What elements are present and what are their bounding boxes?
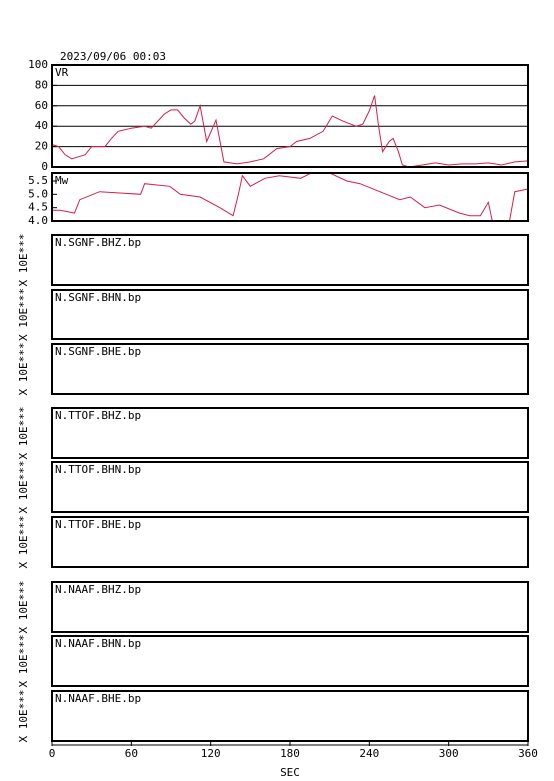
y-tick-label: 4.0 [28,214,48,227]
x-axis-label: SEC [280,766,300,779]
panel-frame [51,289,529,340]
y-tick-label: 100 [28,58,48,71]
x-tick-label: 240 [359,747,379,760]
y-axis-label: X 10E*** [17,461,30,514]
panel-frame [51,172,529,222]
y-tick-label: 80 [35,78,48,91]
y-axis-label: X 10E*** [17,581,30,634]
y-axis-label: X 10E*** [17,407,30,460]
data-line [52,172,529,222]
panel-title: Mw [55,174,69,187]
panel-frame [51,343,529,395]
panel-title: N.NAAF.BHZ.bp [55,583,141,596]
x-tick-label: 0 [49,747,56,760]
y-axis-label: X 10E*** [17,516,30,569]
y-axis-label: X 10E*** [17,234,30,287]
y-tick-label: 5.5 [28,174,48,187]
panel-title: N.SGNF.BHN.bp [55,291,141,304]
panel-title: N.SGNF.BHE.bp [55,345,141,358]
panel-title: N.NAAF.BHN.bp [55,637,141,650]
panel-frame [51,516,529,568]
panel-title: N.TTOF.BHE.bp [55,518,141,531]
panel-title: N.SGNF.BHZ.bp [55,236,141,249]
y-tick-label: 60 [35,99,48,112]
panel-title: N.TTOF.BHZ.bp [55,409,141,422]
y-axis-label: X 10E*** [17,635,30,688]
x-tick-label: 300 [439,747,459,760]
panel-title: VR [55,66,69,79]
x-tick-label: 120 [201,747,221,760]
panel-frame [51,407,529,459]
y-tick-label: 0 [41,160,48,173]
y-tick-label: 5.0 [28,187,48,200]
y-tick-label: 40 [35,119,48,132]
date-label: 2023/09/06 00:03 [60,50,166,63]
panel-frame [51,234,529,286]
panel-title: N.TTOF.BHN.bp [55,463,141,476]
x-tick-label: 180 [280,747,300,760]
panel-frame [51,461,529,513]
y-tick-label: 4.5 [28,201,48,214]
x-tick-label: 60 [125,747,138,760]
panel-frame [51,64,529,168]
y-axis-label: X 10E*** [17,690,30,743]
x-tick-label: 360 [518,747,538,760]
panel-title: N.NAAF.BHE.bp [55,692,141,705]
y-axis-label: X 10E*** [17,343,30,396]
panel-frame [51,635,529,687]
panel-frame [51,581,529,633]
y-axis-label: X 10E*** [17,288,30,341]
y-tick-label: 20 [35,140,48,153]
data-line [51,95,529,168]
